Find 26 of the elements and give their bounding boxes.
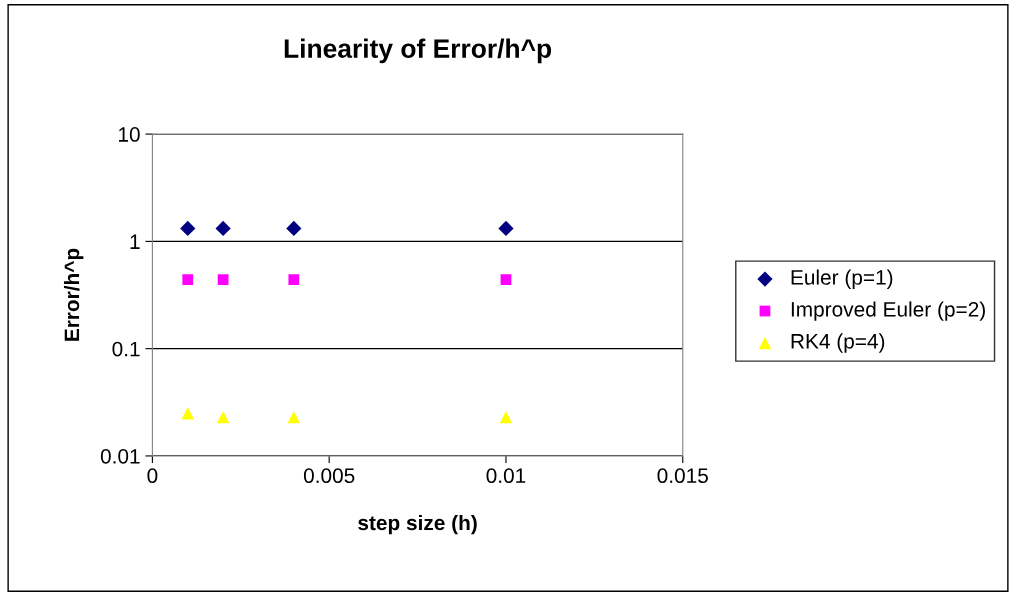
x-tick-label: 0.015: [657, 468, 708, 484]
chart-title: Linearity of Error/h^p: [284, 38, 552, 64]
y-tick-label: 1: [130, 234, 140, 249]
legend-label: Euler (p=1): [791, 269, 893, 289]
point: [180, 220, 196, 237]
y-axis-title: Error/h^p: [63, 248, 84, 341]
point: [287, 410, 301, 424]
x-tick-label: 0.005: [303, 468, 355, 484]
y-tick-label: 10: [119, 127, 140, 142]
point: [181, 407, 194, 420]
point: [215, 220, 231, 237]
legend-label: Improved Euler (p=2): [791, 301, 985, 321]
point: [286, 220, 302, 237]
point: [498, 220, 514, 237]
point: [499, 410, 513, 424]
x-axis-title: step size (h): [358, 514, 477, 535]
x-tick-label: 0: [147, 468, 158, 484]
point: [288, 274, 300, 286]
point: [500, 274, 512, 286]
point: [182, 274, 194, 286]
point: [216, 410, 230, 424]
point: [217, 274, 229, 286]
legend-label: RK4 (p=4): [791, 333, 885, 353]
x-tick-label: 0.01: [486, 468, 526, 484]
y-tick-label: 0.01: [100, 448, 140, 464]
y-tick-label: 0.1: [112, 341, 140, 357]
